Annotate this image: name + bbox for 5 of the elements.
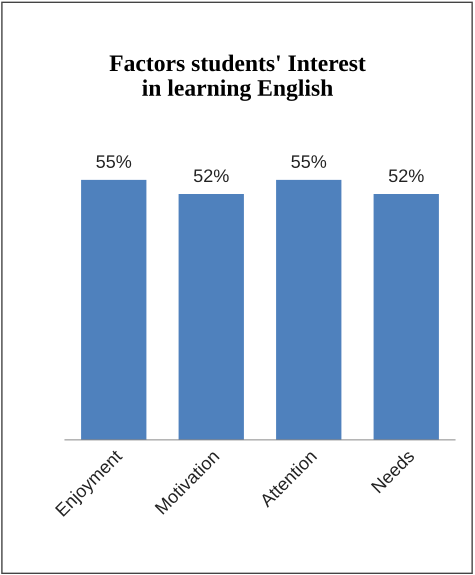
chart-title: Factors students' Interest in learning English xyxy=(110,54,366,101)
data-label: 52% xyxy=(194,169,229,182)
data-label: 52% xyxy=(388,169,424,182)
data-label: 55% xyxy=(96,155,132,168)
data-label: 55% xyxy=(291,155,326,168)
